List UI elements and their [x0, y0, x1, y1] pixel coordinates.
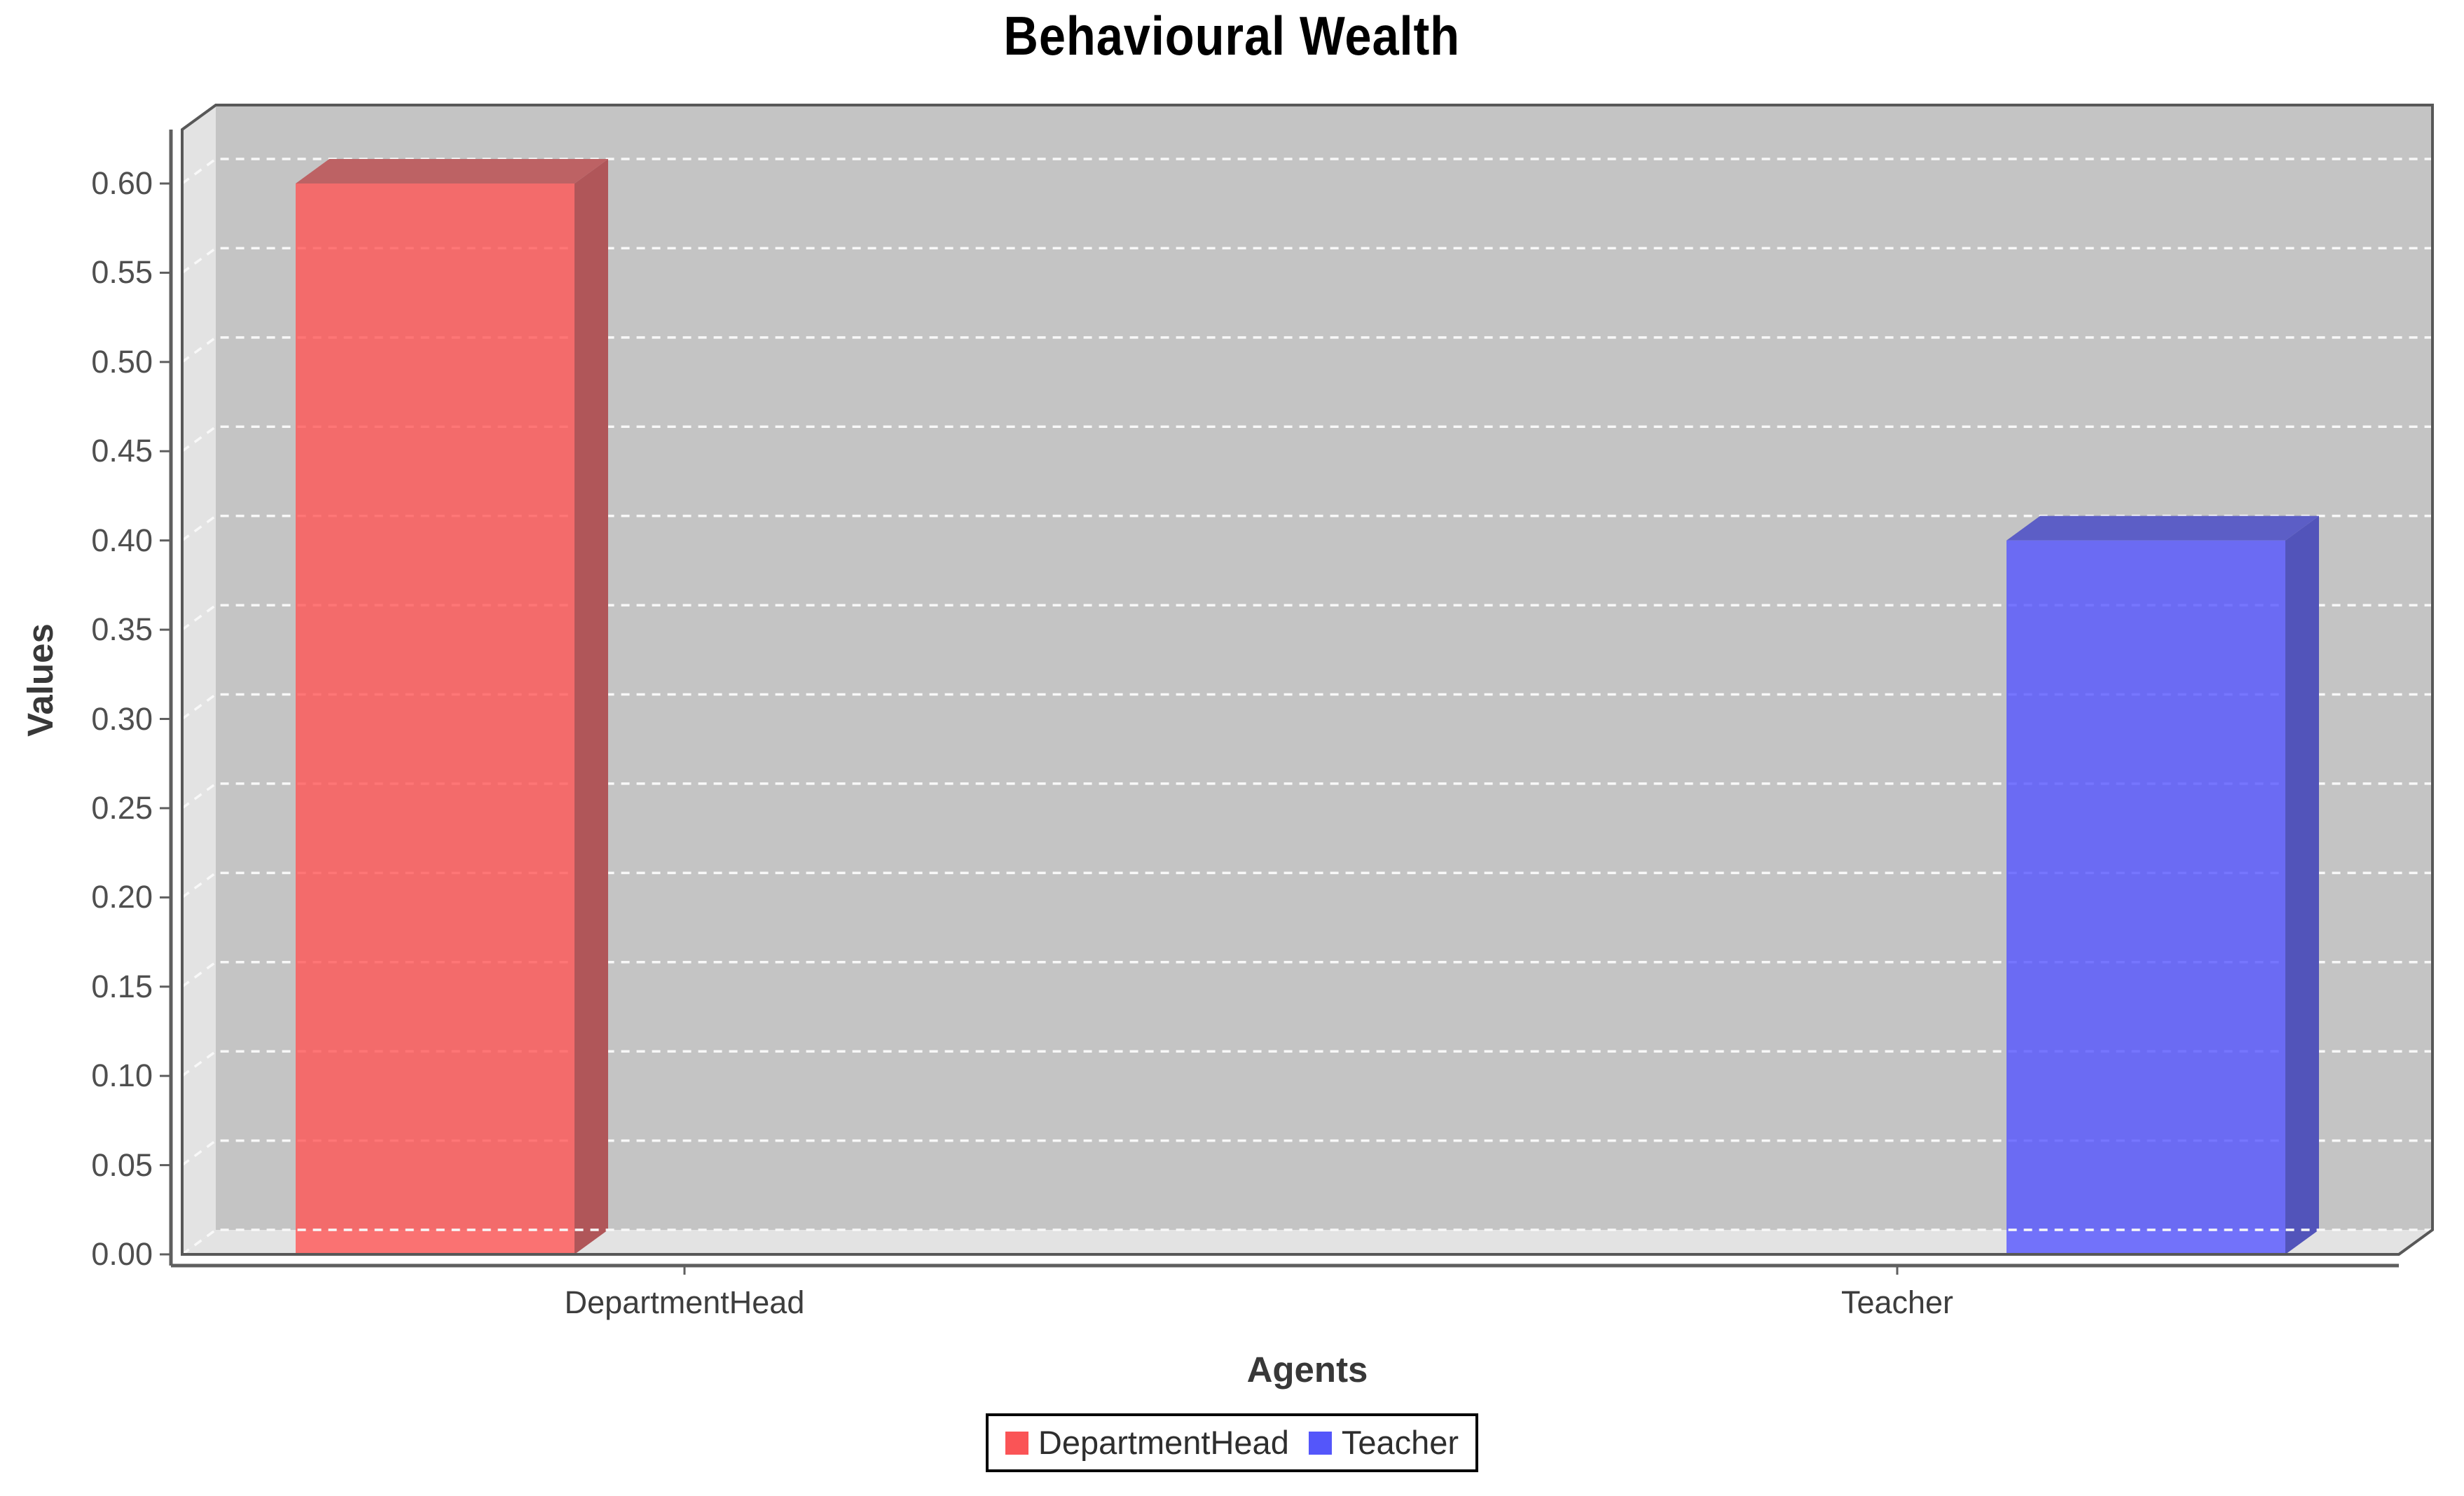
x-axis-label: Agents [1246, 1350, 1368, 1390]
y-tick-label-0.20: 0.20 [91, 879, 153, 915]
y-tick-label-0.30: 0.30 [91, 700, 153, 737]
legend-item-teacher: Teacher [1308, 1423, 1459, 1462]
bar-front-face [296, 183, 574, 1254]
legend-item-label: DepartmentHead [1038, 1424, 1289, 1461]
bar-side-face [574, 159, 608, 1254]
y-tick-label-0.45: 0.45 [91, 433, 153, 469]
legend: DepartmentHead Teacher [0, 1413, 2464, 1472]
y-tick-label-0.15: 0.15 [91, 968, 153, 1004]
bar-front-face [2007, 540, 2285, 1254]
bar-top-face [2007, 515, 2319, 541]
y-tick-label-0.10: 0.10 [91, 1058, 153, 1094]
y-tick-label-0.05: 0.05 [91, 1147, 153, 1183]
bar-teacher [2007, 515, 2319, 1254]
chart-title-text: Behavioural Wealth [1003, 5, 1461, 67]
category-label-departmenthead: DepartmentHead [564, 1284, 805, 1320]
y-tick-label-0.60: 0.60 [91, 165, 153, 201]
bar-side-face [2285, 515, 2319, 1254]
bar-departmenthead [296, 159, 608, 1254]
y-tick-label-0.00: 0.00 [91, 1236, 153, 1272]
y-tick-label-0.55: 0.55 [91, 254, 153, 291]
legend-swatch-icon [1005, 1431, 1028, 1455]
chart-title: Behavioural Wealth [0, 4, 2464, 68]
legend-item-label: Teacher [1341, 1424, 1459, 1461]
y-tick-label-0.35: 0.35 [91, 611, 153, 648]
bar-top-face [296, 159, 608, 183]
category-label-teacher: Teacher [1840, 1284, 1954, 1320]
y-tick-label-0.40: 0.40 [91, 522, 153, 558]
y-tick-label-0.25: 0.25 [91, 789, 153, 826]
y-tick-label-0.50: 0.50 [91, 343, 153, 380]
left-wall [182, 105, 216, 1254]
y-axis-label: Values [20, 623, 60, 737]
legend-box: DepartmentHead Teacher [985, 1413, 1479, 1472]
legend-item-departmenthead: DepartmentHead [1005, 1423, 1289, 1462]
floor [182, 1230, 2432, 1254]
legend-swatch-icon [1308, 1431, 1332, 1455]
